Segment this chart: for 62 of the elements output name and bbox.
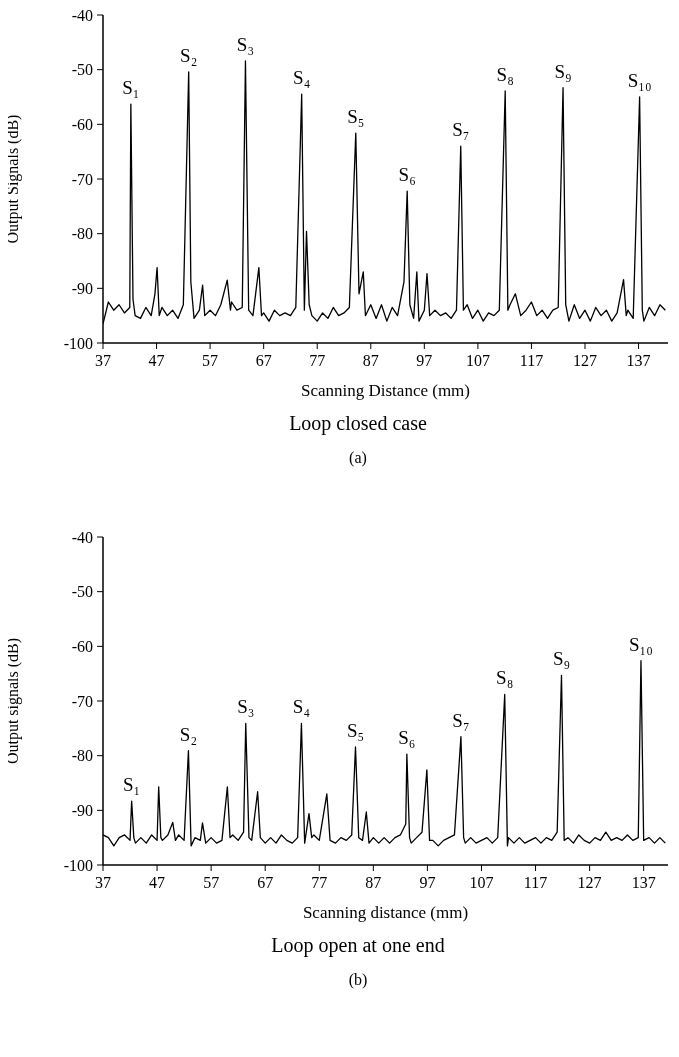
- y-tick-label: -100: [63, 334, 93, 352]
- text: Loop open at one end: [270, 934, 446, 957]
- x-tick-label: 97: [419, 874, 436, 892]
- annotation: S₆: [398, 727, 416, 749]
- annotation: S₃: [237, 696, 255, 718]
- y-tick-label: -100: [63, 856, 93, 874]
- annotation: S₈: [496, 667, 514, 689]
- annotation: S₈: [496, 63, 514, 85]
- x-tick-label: 87: [365, 874, 382, 892]
- y-tick-label: -40: [71, 528, 93, 546]
- x-tick-label: 47: [149, 874, 166, 892]
- x-tick-label: 117: [523, 874, 548, 892]
- x-tick-label: 77: [311, 874, 328, 892]
- annotation: S₇: [452, 119, 470, 141]
- y-tick-label: -60: [71, 116, 93, 134]
- x-tick-label: 67: [255, 352, 272, 370]
- annotation: S₁₀: [629, 633, 653, 655]
- annotation: S₁: [122, 77, 140, 99]
- x-tick-label: 87: [362, 352, 379, 370]
- annotation: S₄: [292, 696, 311, 718]
- y-tick-label: -70: [71, 692, 93, 710]
- x-tick-label: 127: [577, 874, 602, 892]
- x-tick-label: 57: [202, 352, 219, 370]
- x-tick-label: 47: [148, 352, 165, 370]
- annotation: S₆: [398, 164, 416, 186]
- text: Loop closed case: [288, 412, 428, 435]
- annotation: S₅: [347, 106, 365, 128]
- annotation: S₁: [123, 774, 141, 796]
- annotation: S₉: [552, 648, 571, 670]
- annotation: S₅: [346, 719, 365, 741]
- annotation: S₁₀: [627, 70, 652, 91]
- x-tick-label: 137: [626, 352, 651, 370]
- x-tick-label: 67: [257, 874, 274, 892]
- x-tick-label: 107: [465, 352, 490, 370]
- x-axis-title: Scanning distance (mm): [302, 903, 469, 922]
- x-tick-label: 117: [519, 352, 544, 370]
- y-tick-label: -60: [71, 638, 93, 656]
- annotation: S₄: [293, 67, 311, 89]
- x-tick-label: 77: [309, 352, 326, 370]
- text: (b): [347, 971, 369, 989]
- x-tick-label: 37: [95, 352, 111, 370]
- y-tick-label: -40: [71, 6, 93, 24]
- y-tick-label: -90: [71, 802, 93, 820]
- annotation: S₂: [179, 723, 198, 745]
- annotation: S₇: [452, 709, 470, 731]
- text: (a): [348, 449, 368, 467]
- x-tick-label: 37: [95, 874, 111, 892]
- y-tick-label: -50: [71, 61, 93, 79]
- x-tick-label: 97: [416, 352, 433, 370]
- y-tick-label: -80: [71, 747, 93, 765]
- x-axis-title: Scanning Distance (mm): [300, 381, 471, 400]
- annotation: S₉: [554, 60, 572, 82]
- y-tick-label: -80: [71, 225, 93, 243]
- x-tick-label: 127: [572, 352, 597, 370]
- x-tick-label: 57: [203, 874, 220, 892]
- annotation: S₃: [236, 33, 255, 55]
- y-tick-label: -90: [71, 280, 93, 298]
- y-tick-label: -50: [71, 583, 93, 601]
- y-tick-label: -70: [71, 170, 93, 188]
- x-tick-label: 137: [631, 874, 656, 892]
- annotation: S₂: [180, 44, 198, 66]
- x-tick-label: 107: [469, 874, 494, 892]
